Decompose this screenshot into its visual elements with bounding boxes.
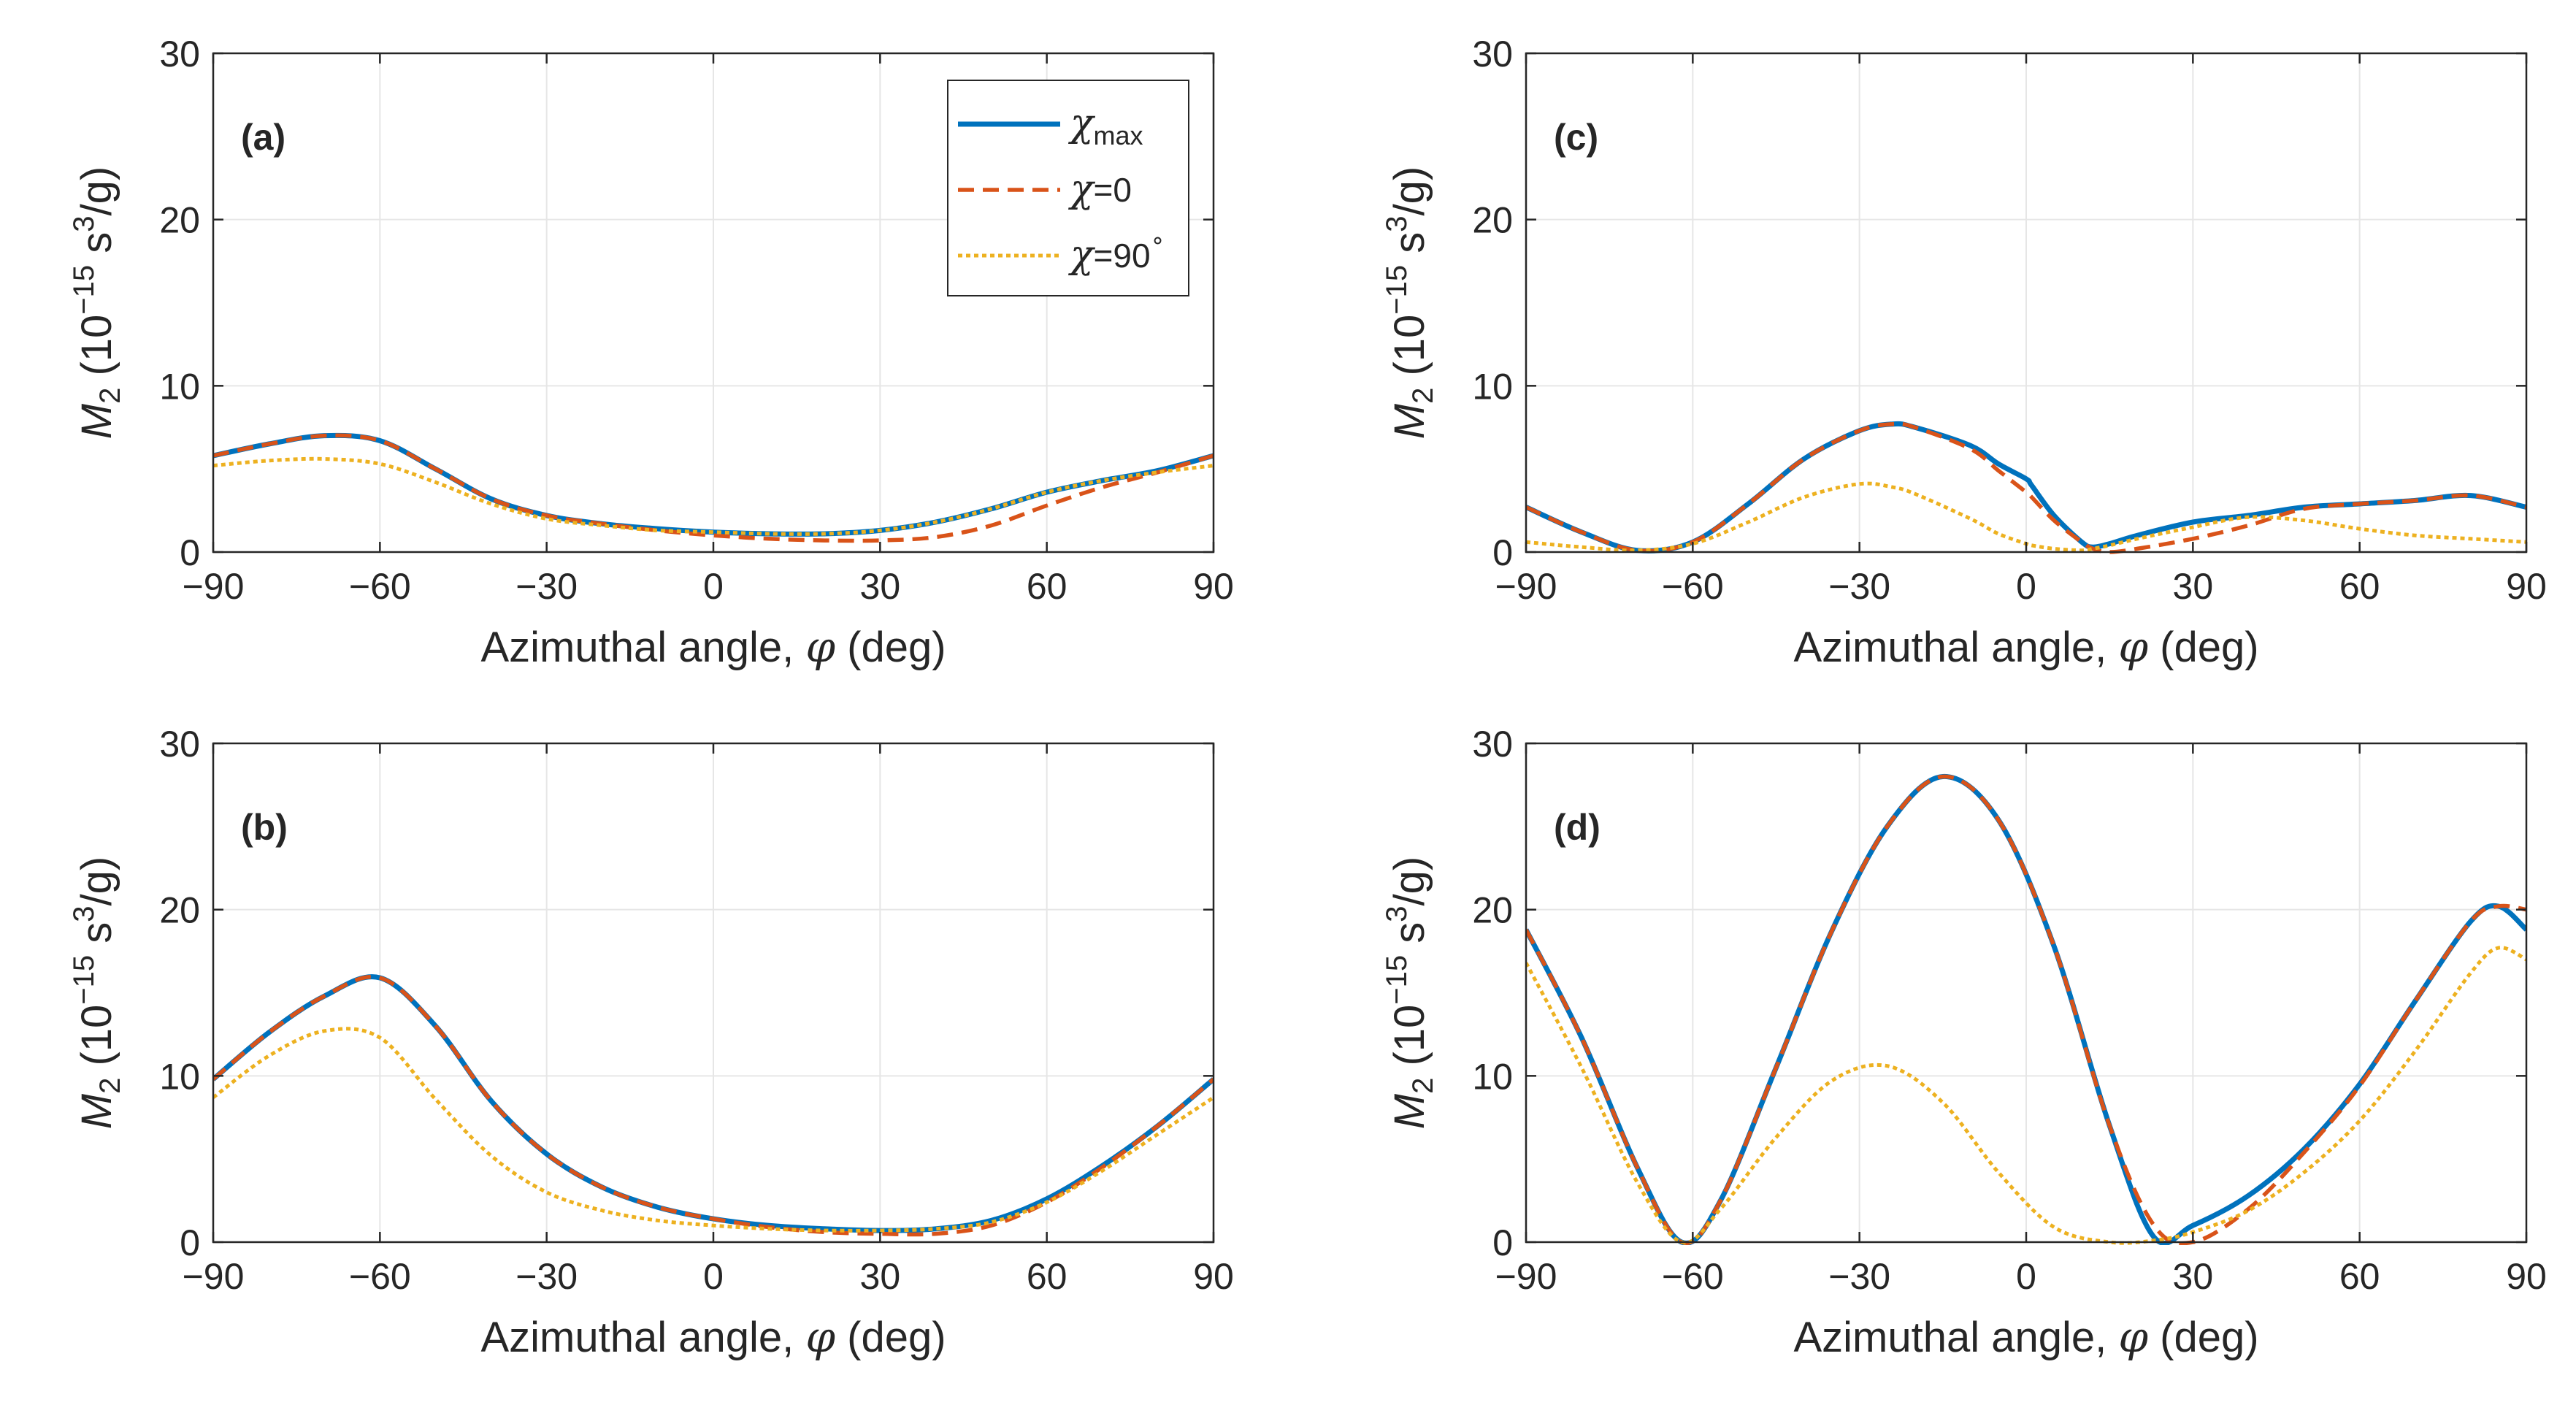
x-tick-label: 0 <box>703 566 724 607</box>
x-tick-label: 60 <box>2339 1256 2380 1297</box>
x-tick-label: 90 <box>2506 1256 2547 1297</box>
y-tick-label: 10 <box>1472 1056 1513 1097</box>
x-tick-label: −60 <box>1662 1256 1724 1297</box>
x-tick-label: −90 <box>183 566 245 607</box>
y-tick-label: 20 <box>1472 890 1513 931</box>
x-tick-label: −30 <box>515 1256 578 1297</box>
y-tick-label: 30 <box>159 34 200 74</box>
x-tick-label: 60 <box>1027 1256 1067 1297</box>
y-tick-label: 20 <box>1472 200 1513 241</box>
x-tick-label: 0 <box>2016 566 2036 607</box>
series-line-chi-max <box>213 432 1214 537</box>
x-tick-label: 0 <box>703 1256 724 1297</box>
x-tick-label: 90 <box>2506 566 2547 607</box>
x-tick-label: 0 <box>2016 1256 2036 1297</box>
x-tick-label: −90 <box>1495 1256 1557 1297</box>
x-tick-label: 60 <box>1027 566 1067 607</box>
panel-d: −90 −60 −30 0 30 60 90 0 10 20 30 Azimuthal angle, … <box>1381 724 2547 1362</box>
y-tick-label: 20 <box>159 200 200 241</box>
legend: χmax χ=0 χ=90∘ <box>947 80 1189 296</box>
y-tick-label: 0 <box>180 532 200 573</box>
panel-label: (d) <box>1554 807 1601 848</box>
panel-label: (a) <box>241 117 285 158</box>
series-line-chi-0 <box>213 974 1214 1237</box>
x-tick-label: −30 <box>515 566 578 607</box>
y-tick-label: 0 <box>1492 532 1513 573</box>
x-tick-label: −90 <box>183 1256 245 1297</box>
y-tick-label: 10 <box>159 1056 200 1097</box>
y-tick-label: 10 <box>1472 366 1513 407</box>
legend-label-chi-90: χ=90∘ <box>1067 227 1165 277</box>
x-tick-label: −90 <box>1495 566 1557 607</box>
x-tick-label: 90 <box>1193 1256 1234 1297</box>
x-tick-label: 60 <box>2339 566 2380 607</box>
series-line-chi-0 <box>213 433 1214 543</box>
x-tick-label: −60 <box>349 566 411 607</box>
x-tick-label: 30 <box>860 566 901 607</box>
x-tick-label: 30 <box>860 1256 901 1297</box>
x-tick-label: −30 <box>1828 1256 1890 1297</box>
panel-c: −90 −60 −30 0 30 60 90 0 10 20 30 Azimuthal angle, … <box>1381 34 2547 672</box>
y-axis-title: M2 (10−15 s3/g) <box>68 857 126 1129</box>
y-axis-title: M2 (10−15 s3/g) <box>1381 857 1439 1129</box>
panel-label: (c) <box>1554 117 1598 158</box>
y-tick-label: 30 <box>1472 34 1513 74</box>
y-axis-title: M2 (10−15 s3/g) <box>68 166 126 439</box>
legend-label-chi-0: χ=0 <box>1067 167 1132 211</box>
y-axis-title: M2 (10−15 s3/g) <box>1381 166 1439 439</box>
x-tick-label: −60 <box>1662 566 1724 607</box>
series-line-chi-90 <box>1526 946 2526 1245</box>
panel-label: (b) <box>241 807 288 848</box>
y-tick-label: 30 <box>159 724 200 765</box>
panel-b: −90 −60 −30 0 30 60 90 0 10 20 30 Azimuthal angle, … <box>68 724 1234 1362</box>
y-tick-label: 30 <box>1472 724 1513 765</box>
x-tick-label: 30 <box>2173 1256 2214 1297</box>
y-tick-label: 0 <box>1492 1222 1513 1263</box>
y-tick-label: 10 <box>159 366 200 407</box>
x-axis-title: Azimuthal angle, φ (deg) <box>1793 622 2258 672</box>
y-tick-label: 0 <box>180 1222 200 1263</box>
legend-label-chi-max: χmax <box>1067 102 1143 150</box>
x-tick-label: 30 <box>2173 566 2214 607</box>
x-axis-title: Azimuthal angle, φ (deg) <box>480 1312 946 1362</box>
series-line-chi-0 <box>1526 421 2526 554</box>
x-tick-label: −30 <box>1828 566 1890 607</box>
y-tick-label: 20 <box>159 890 200 931</box>
x-tick-label: −60 <box>349 1256 411 1297</box>
series-line-chi-90 <box>1526 481 2526 553</box>
x-axis-title: Azimuthal angle, φ (deg) <box>480 622 946 672</box>
series-line-chi-90 <box>213 1027 1214 1233</box>
x-tick-label: 90 <box>1193 566 1234 607</box>
x-axis-title: Azimuthal angle, φ (deg) <box>1793 1312 2258 1362</box>
